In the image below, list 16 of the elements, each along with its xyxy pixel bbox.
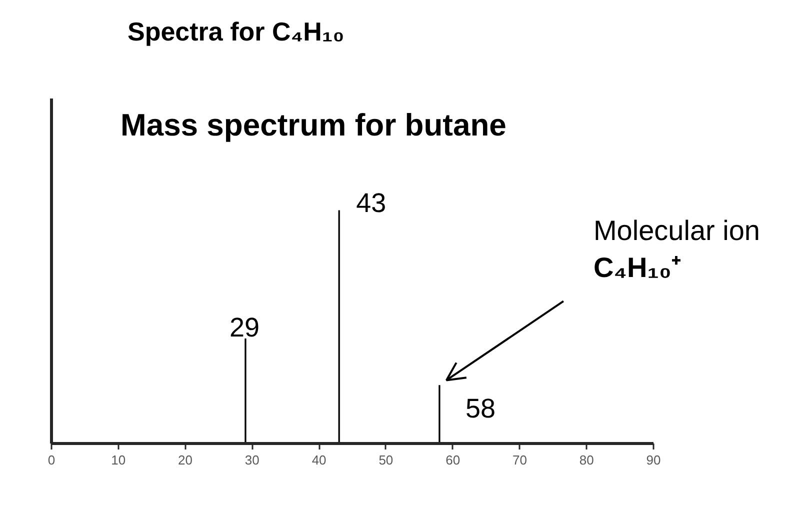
x-tick-label: 90 xyxy=(646,452,661,468)
x-tick-label: 0 xyxy=(48,452,56,468)
x-tick-label: 40 xyxy=(312,452,326,468)
annotation: 29 xyxy=(229,312,260,343)
x-tick-label: 60 xyxy=(446,452,460,468)
x-tick-label: 10 xyxy=(111,452,126,468)
x-tick-label: 30 xyxy=(244,452,260,468)
chart-title: Spectra for C₄H₁₀ xyxy=(128,16,344,46)
x-tick-label: 80 xyxy=(579,452,594,468)
annotation: 43 xyxy=(356,188,386,218)
x-tick-label: 50 xyxy=(378,452,394,468)
x-tick-label: 70 xyxy=(512,452,527,468)
x-tick-label: 20 xyxy=(178,452,193,468)
annotation: 58 xyxy=(465,394,496,424)
chart-subtitle: Mass spectrum for butane xyxy=(120,108,506,142)
annotation: Molecular ion C₄H₁₀⁺ xyxy=(593,215,760,284)
